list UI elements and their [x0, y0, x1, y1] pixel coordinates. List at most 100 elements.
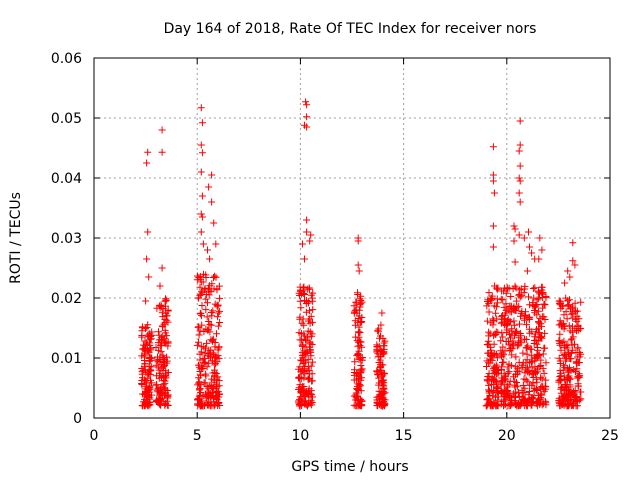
data-point: [144, 321, 152, 329]
data-point: [515, 147, 523, 155]
data-point: [196, 385, 204, 393]
data-point: [524, 397, 532, 405]
data-point: [524, 378, 532, 386]
data-point: [373, 345, 381, 353]
data-point: [564, 301, 572, 309]
y-tick-label: 0.02: [51, 291, 82, 307]
x-tick-label: 20: [498, 428, 516, 444]
data-point: [204, 299, 211, 307]
data-point: [523, 343, 531, 351]
data-point: [306, 285, 313, 293]
data-point: [534, 307, 542, 315]
data-point: [308, 330, 316, 338]
data-point: [518, 363, 526, 371]
data-point: [557, 372, 565, 380]
data-point: [516, 293, 524, 301]
data-point: [485, 328, 493, 336]
data-point: [498, 374, 506, 382]
data-point: [298, 319, 306, 327]
data-point: [522, 364, 530, 372]
data-point: [355, 400, 363, 408]
data-point: [508, 351, 516, 359]
data-point: [486, 397, 494, 405]
data-point: [558, 383, 566, 391]
data-point: [380, 342, 388, 350]
data-point: [146, 385, 154, 393]
data-point: [573, 312, 581, 320]
data-point: [374, 350, 382, 358]
data-point: [526, 388, 533, 395]
data-point: [143, 379, 151, 387]
data-point: [538, 286, 546, 294]
data-point: [502, 289, 510, 297]
data-point: [515, 174, 523, 182]
data-point: [537, 395, 545, 403]
data-point: [498, 315, 506, 323]
data-point: [199, 240, 207, 248]
data-point: [500, 393, 508, 400]
data-point: [555, 354, 563, 362]
data-point: [568, 335, 576, 343]
data-point: [509, 304, 517, 312]
x-tick-label: 10: [291, 428, 309, 444]
data-point: [153, 386, 161, 394]
data-point: [147, 367, 155, 375]
data-point: [203, 313, 211, 321]
data-point: [485, 377, 493, 385]
data-point: [561, 382, 569, 390]
data-point: [194, 323, 202, 331]
data-point: [525, 228, 532, 236]
data-point: [357, 362, 365, 369]
data-point: [572, 315, 580, 323]
data-point: [155, 328, 162, 336]
data-point: [531, 309, 539, 317]
data-point: [203, 394, 211, 402]
data-point: [516, 141, 524, 149]
data-point: [374, 368, 382, 376]
data-point: [297, 304, 305, 312]
y-tick-label: 0: [73, 411, 82, 427]
data-point: [139, 367, 147, 375]
data-point: [152, 372, 160, 380]
data-point: [497, 337, 505, 345]
data-point: [377, 391, 385, 398]
data-point: [539, 350, 547, 358]
data-point: [571, 299, 579, 307]
data-point: [500, 358, 508, 366]
data-point: [306, 237, 314, 245]
data-point: [301, 291, 308, 298]
data-point: [146, 344, 154, 352]
data-point: [516, 162, 524, 170]
data-point: [531, 284, 539, 292]
data-point: [540, 300, 548, 308]
data-point: [298, 348, 306, 356]
data-point: [203, 339, 211, 347]
data-point: [208, 171, 216, 179]
data-point: [160, 355, 168, 363]
data-point: [572, 368, 579, 376]
data-point: [520, 396, 527, 404]
data-point: [198, 302, 206, 309]
data-point: [214, 313, 222, 321]
data-point: [205, 346, 213, 354]
data-point: [503, 285, 511, 293]
data-point: [377, 321, 385, 329]
data-point: [533, 378, 541, 386]
data-point: [490, 387, 498, 395]
data-point: [507, 362, 515, 369]
data-point: [533, 387, 541, 394]
data-point: [569, 257, 577, 265]
data-point: [352, 298, 360, 306]
data-point: [521, 285, 529, 293]
data-point: [493, 284, 501, 292]
data-point: [202, 344, 209, 352]
data-point: [540, 369, 548, 377]
data-point: [158, 264, 166, 272]
data-point: [574, 344, 582, 352]
data-point: [138, 323, 146, 331]
data-point: [205, 401, 213, 409]
data-point: [306, 343, 313, 351]
data-point: [208, 312, 216, 320]
